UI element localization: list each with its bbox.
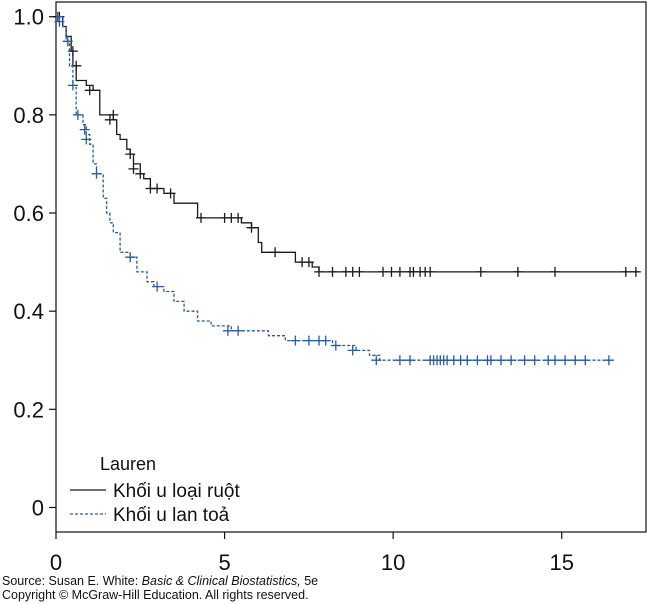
plot-frame xyxy=(55,1,647,533)
censor-mark xyxy=(270,247,281,258)
censor-mark xyxy=(529,355,540,366)
censor-mark xyxy=(485,355,496,366)
x-tick-label: 15 xyxy=(549,550,573,572)
censor-mark xyxy=(303,257,314,268)
censor-mark xyxy=(72,109,83,120)
source-credit: Source: Susan E. White: Basic & Clinical… xyxy=(2,574,318,602)
series-2 xyxy=(52,11,614,366)
censor-mark xyxy=(550,355,560,366)
censor-mark xyxy=(330,340,341,351)
censor-mark xyxy=(378,266,388,277)
censor-mark xyxy=(79,124,90,135)
y-tick-label: 0.2 xyxy=(13,397,44,422)
censor-mark xyxy=(233,212,244,223)
censor-mark xyxy=(603,355,614,366)
legend-title: Lauren xyxy=(100,454,156,474)
censor-mark xyxy=(128,163,139,174)
censor-mark xyxy=(303,335,314,346)
censor-mark xyxy=(222,325,233,336)
legend: Lauren Khối u loại ruột Khối u lan toả xyxy=(70,454,240,526)
y-tick-label: 0.4 xyxy=(13,299,44,324)
censor-mark xyxy=(320,335,331,346)
censor-mark xyxy=(108,109,119,120)
censor-mark xyxy=(405,355,415,366)
censor-mark xyxy=(54,16,65,27)
copyright-line: Copyright © McGraw-Hill Education. All r… xyxy=(2,588,309,602)
censor-mark xyxy=(135,168,146,179)
censor-mark xyxy=(347,345,358,356)
censor-mark xyxy=(354,266,365,277)
x-tick-label: 10 xyxy=(381,550,405,572)
source-book-title: Basic & Clinical Biostatistics, xyxy=(141,574,301,588)
censor-mark xyxy=(233,325,244,336)
censor-mark xyxy=(512,266,523,277)
source-prefix: Source: Susan E. White: xyxy=(2,574,142,588)
source-line: Source: Susan E. White: Basic & Clinical… xyxy=(2,574,318,588)
series-1 xyxy=(54,11,641,277)
series-layer xyxy=(52,11,641,366)
censor-mark xyxy=(152,281,163,292)
y-tick-label: 1.0 xyxy=(13,5,44,30)
censor-mark xyxy=(67,80,78,91)
censor-mark xyxy=(462,355,473,366)
censor-mark xyxy=(327,266,338,277)
censor-mark xyxy=(152,183,163,194)
censor-mark xyxy=(165,188,176,199)
censor-mark xyxy=(630,266,641,277)
censor-mark xyxy=(570,355,581,366)
source-edition: 5e xyxy=(300,574,319,588)
censor-mark xyxy=(620,266,631,277)
censor-mark xyxy=(290,335,301,346)
y-tick-label: 0.6 xyxy=(13,201,44,226)
legend-label-diffuse: Khối u lan toả xyxy=(113,505,230,526)
censor-mark xyxy=(560,355,571,366)
censor-mark xyxy=(62,36,73,47)
censor-mark xyxy=(91,168,102,179)
censor-mark xyxy=(425,266,436,277)
ticks-layer: 0 5 10 15 0 0.2 0.4 0.6 0.8 1.0 xyxy=(13,5,574,572)
y-tick-label: 0 xyxy=(32,495,44,520)
censor-mark xyxy=(386,266,397,277)
censor-mark xyxy=(125,252,136,263)
censor-mark xyxy=(196,212,206,223)
x-tick-label: 5 xyxy=(218,550,230,572)
series-line-1 xyxy=(56,16,640,273)
censor-mark xyxy=(394,266,405,277)
censor-mark xyxy=(496,355,506,366)
censor-mark xyxy=(84,85,95,96)
censor-mark xyxy=(550,266,560,277)
censor-mark xyxy=(81,134,92,145)
censor-mark xyxy=(472,355,483,366)
censor-mark xyxy=(246,222,257,233)
x-tick-label: 0 xyxy=(50,550,62,572)
censor-mark xyxy=(506,355,517,366)
censor-mark xyxy=(580,355,591,366)
censor-mark xyxy=(519,355,530,366)
survival-chart: 0 5 10 15 0 0.2 0.4 0.6 0.8 1.0 Lauren Khối u loạ… xyxy=(13,1,647,572)
series-line-2 xyxy=(56,16,613,361)
censor-mark xyxy=(475,266,486,277)
legend-label-intestinal: Khối u loại ruột xyxy=(113,481,240,502)
censor-mark xyxy=(125,149,136,160)
censor-mark xyxy=(394,355,405,366)
y-tick-label: 0.8 xyxy=(13,103,44,128)
censor-mark xyxy=(314,266,324,277)
censor-mark xyxy=(371,355,382,366)
